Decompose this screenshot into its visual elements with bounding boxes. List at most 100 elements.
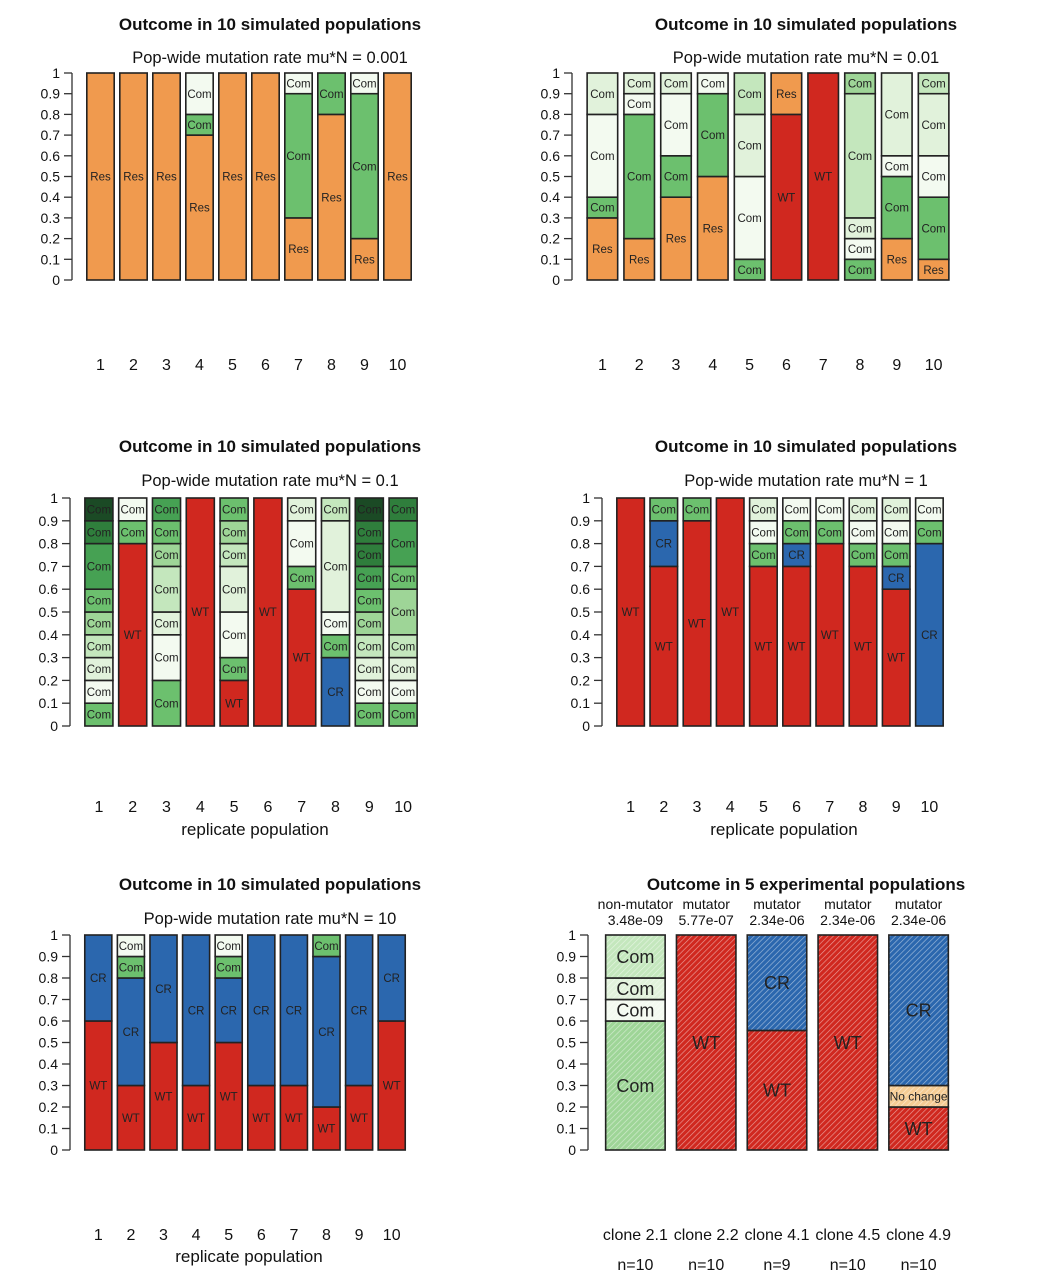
bar-segment-label: Com xyxy=(323,505,347,517)
bar-segment-label: Com xyxy=(848,78,872,90)
bar-segment-label: Com xyxy=(87,664,111,676)
bar-segment-label: WT xyxy=(122,1113,140,1125)
bar-segment-res xyxy=(350,237,379,281)
bar-segment-label: Com xyxy=(187,120,211,132)
x-tick-label: 4 xyxy=(708,357,717,374)
bar-segment-label: Com xyxy=(627,172,651,184)
bar-9: Com Com Com Com Com Com Com Com Com Com xyxy=(354,497,385,727)
bar-segment-label: Com xyxy=(314,941,338,953)
bar-segment-label: Com xyxy=(222,505,246,517)
bar-segment-com xyxy=(320,520,351,613)
bar-segment-label: Com xyxy=(391,687,415,699)
x-tick-label: 5 xyxy=(230,799,239,816)
bar-segment-label: Com xyxy=(87,619,111,631)
y-tick-label: 0.5 xyxy=(541,169,561,185)
x-tick-label: 10 xyxy=(383,1227,401,1244)
bar-segment-label: WT xyxy=(293,653,311,665)
strain-type-label: mutator xyxy=(753,896,801,912)
bar-segment-label: Com xyxy=(751,550,775,562)
bar-segment-com xyxy=(586,72,619,116)
bar-segment-wt xyxy=(116,1084,146,1151)
bar-segment-com xyxy=(320,497,351,522)
bar-segment-label: WT xyxy=(754,641,772,653)
bar-10: WT CR xyxy=(377,934,407,1151)
bar-segment-label: CR xyxy=(888,573,905,585)
mutation-rate-label: 5.77e-07 xyxy=(679,912,734,928)
y-tick-label: 0 xyxy=(552,272,560,288)
bar-1: WT xyxy=(616,497,646,727)
bar-segment-label: Com xyxy=(154,527,178,539)
bar-10: Com Com Com Com Com Com Com Com xyxy=(388,497,418,727)
y-tick-label: 0.9 xyxy=(39,513,59,529)
bar-segment-label: CR xyxy=(327,687,344,699)
bar-segment-label: Com xyxy=(87,505,111,517)
bar-segment-label: Com xyxy=(154,619,178,631)
y-tick-label: 0.6 xyxy=(41,148,61,164)
bar-segment-label: Com xyxy=(737,141,761,153)
bar-segment-label: Com xyxy=(664,172,688,184)
bar-segment-label: Res xyxy=(354,254,375,266)
bar-3: Res xyxy=(152,72,181,281)
bar-segment-label: No change xyxy=(890,1090,948,1104)
bar-segment-label: CR xyxy=(253,1005,270,1017)
bar-segment-label: Com xyxy=(391,710,415,722)
y-tick-label: 0.5 xyxy=(571,604,591,620)
sample-size-label: n=10 xyxy=(901,1257,937,1274)
bar-segment-label: Com xyxy=(217,941,241,953)
sample-size-label: n=9 xyxy=(763,1257,790,1274)
bar-segment-label: CR xyxy=(188,1005,205,1017)
x-tick-label: 3 xyxy=(159,1227,168,1244)
bar-segment-com xyxy=(185,72,214,116)
y-tick-label: 0.7 xyxy=(39,558,59,574)
bar-segment-label: Com xyxy=(87,710,111,722)
bar-10: Res Com Com Com Com xyxy=(917,72,950,281)
bar-segment-label: Com xyxy=(737,265,761,277)
y-tick-label: 0.2 xyxy=(41,231,61,247)
bar-segment-label: Com xyxy=(627,78,651,90)
bar-segment-wt xyxy=(848,565,878,727)
chart-panel-mun-0.1: Outcome in 10 simulated populations Pop-w… xyxy=(0,430,528,850)
chart-title: Outcome in 10 simulated populations xyxy=(655,15,957,34)
bar-9: WT CR xyxy=(344,934,374,1151)
bar-segment-label: WT xyxy=(89,1081,107,1093)
bar-segment-res xyxy=(218,72,247,281)
bar-segment-cr xyxy=(246,934,276,1087)
bar-segment-com xyxy=(586,113,619,199)
x-tick-label: 3 xyxy=(672,357,681,374)
bar-segment-label: Com xyxy=(391,641,415,653)
x-tick-label: 6 xyxy=(782,357,791,374)
bar-segment-label: Com xyxy=(154,698,178,710)
bar-segment-com xyxy=(151,679,182,727)
bar-segment-label: Com xyxy=(357,619,381,631)
bar-segment-label: Com xyxy=(818,505,842,517)
bar-segment-label: WT xyxy=(124,630,142,642)
bar-segment-label: Com xyxy=(222,584,246,596)
bar-5: Res xyxy=(218,72,247,281)
x-tick-label: 1 xyxy=(94,799,103,816)
bar-segment-label: Res xyxy=(288,244,309,256)
bar-segment-cr xyxy=(312,955,341,1108)
bar-7: Res Com Com xyxy=(284,72,313,281)
mutation-rate-label: 2.34e-06 xyxy=(749,912,804,928)
bar-segment-label: Com xyxy=(590,89,614,101)
bar-segment-label: Com xyxy=(884,550,908,562)
y-tick-label: 0.9 xyxy=(571,513,591,529)
bar-segment-label: CR xyxy=(351,1005,368,1017)
bar-4: WT xyxy=(817,934,879,1151)
bar-segment-wt xyxy=(219,679,249,727)
bar-segment-label: Com xyxy=(121,505,145,517)
y-tick-label: 0.3 xyxy=(557,1078,577,1094)
bar-segment-com xyxy=(219,565,249,613)
x-tick-label: 4 xyxy=(726,799,735,816)
bar-segment-label: Com xyxy=(119,962,143,974)
bar-segment-wt xyxy=(770,113,803,281)
bar-segment-label: Com xyxy=(290,505,314,517)
chart-title: Outcome in 10 simulated populations xyxy=(119,437,421,456)
bar-segment-label: Com xyxy=(357,710,381,722)
y-tick-label: 0.2 xyxy=(541,231,561,247)
bar-segment-label: WT xyxy=(887,653,905,665)
bar-segment-res xyxy=(119,72,148,281)
bar-7: WT CR xyxy=(279,934,309,1151)
x-tick-label: 10 xyxy=(389,357,407,374)
